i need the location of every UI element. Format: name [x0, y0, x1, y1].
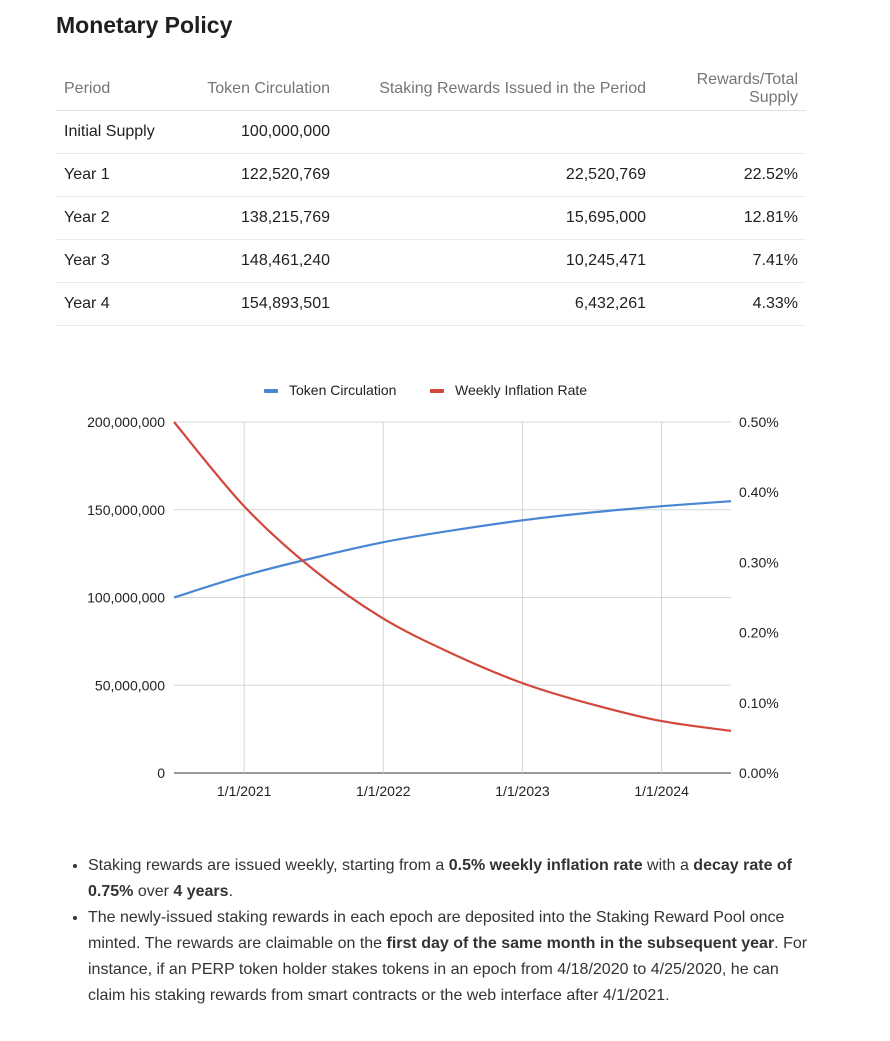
note-text: . For instance, if an PERP token holder …: [88, 935, 808, 1004]
table-cell: 154,893,501: [182, 282, 338, 326]
y-right-tick-label: 0.00%: [739, 765, 779, 781]
table-cell: 122,520,769: [182, 153, 338, 197]
x-tick-label: 1/1/2023: [495, 783, 550, 799]
column-header-period: Period: [56, 67, 182, 111]
table-cell: 4.33%: [654, 282, 806, 326]
table-cell: 7.41%: [654, 239, 806, 283]
note-text: Staking rewards are issued weekly, start…: [88, 857, 449, 874]
legend-swatch: [430, 389, 444, 393]
table-row: Year 1 122,520,769 22,520,769 22.52%: [56, 153, 806, 197]
table-cell: 138,215,769: [182, 196, 338, 240]
table-cell: 100,000,000: [182, 110, 338, 154]
note-text: over: [133, 883, 174, 900]
column-header-token-circulation: Token Circulation: [182, 67, 338, 111]
y-right-tick-label: 0.30%: [739, 554, 779, 570]
token-circulation-line: [173, 500, 732, 599]
table-row: Year 4 154,893,501 6,432,261 4.33%: [56, 282, 806, 326]
table-row: Initial Supply 100,000,000: [56, 110, 806, 154]
x-tick-label: 1/1/2021: [217, 783, 272, 799]
note-text: The newly-issued staking rewards in each…: [88, 909, 785, 952]
policy-notes-list: Staking rewards are issued weekly, start…: [68, 853, 813, 1009]
y-right-tick-label: 0.10%: [739, 695, 779, 711]
table-cell: 15,695,000: [338, 196, 654, 240]
note-item: The newly-issued staking rewards in each…: [88, 905, 813, 1009]
table-cell: Year 4: [56, 282, 182, 326]
table-cell: 22.52%: [654, 153, 806, 197]
column-header-rewards-ratio: Rewards/Total Supply: [654, 67, 806, 111]
table-row: Year 2 138,215,769 15,695,000 12.81%: [56, 196, 806, 240]
table-cell: Year 1: [56, 153, 182, 197]
x-tick-label: 1/1/2024: [634, 783, 689, 799]
y-left-tick-label: 50,000,000: [95, 677, 165, 693]
x-tick-label: 1/1/2022: [356, 783, 411, 799]
note-emphasis: first day of the same month in the subse…: [386, 935, 775, 952]
legend-label: Token Circulation: [289, 382, 396, 398]
y-left-tick-label: 100,000,000: [87, 590, 165, 606]
column-header-staking-rewards: Staking Rewards Issued in the Period: [338, 67, 654, 111]
note-text: with a: [642, 857, 694, 874]
token-circulation-chart: 0 50,000,000 100,000,000 150,000,000 200,000…: [87, 382, 779, 799]
table-cell: [654, 110, 806, 154]
table-cell: 12.81%: [654, 196, 806, 240]
y-left-tick-label: 0: [157, 765, 165, 781]
table-cell: 10,245,471: [338, 239, 654, 283]
note-emphasis: 0.5% weekly inflation rate: [448, 857, 643, 874]
table-cell: 148,461,240: [182, 239, 338, 283]
note-text: .: [228, 883, 234, 900]
y-left-tick-label: 150,000,000: [87, 502, 165, 518]
y-left-tick-label: 200,000,000: [87, 414, 165, 430]
table-cell: 6,432,261: [338, 282, 654, 326]
table-cell: [338, 110, 654, 154]
table-cell: 22,520,769: [338, 153, 654, 197]
table-cell: Initial Supply: [56, 110, 182, 154]
note-emphasis: 4 years: [173, 883, 229, 900]
y-right-tick-label: 0.40%: [739, 484, 779, 500]
note-emphasis: decay rate of 0.75%: [88, 857, 793, 900]
legend-label: Weekly Inflation Rate: [455, 382, 587, 398]
legend-swatch: [264, 389, 278, 393]
note-item: Staking rewards are issued weekly, start…: [88, 853, 813, 905]
y-right-tick-label: 0.50%: [739, 414, 779, 430]
table-header-row: Period Token Circulation Staking Rewards…: [56, 67, 806, 111]
y-right-tick-label: 0.20%: [739, 625, 779, 641]
page-title: Monetary Policy: [56, 12, 233, 38]
table-row: Year 3 148,461,240 10,245,471 7.41%: [56, 239, 806, 283]
weekly-inflation-rate-line: [173, 421, 732, 732]
monetary-policy-table: Period Token Circulation Staking Rewards…: [56, 67, 806, 326]
table-cell: Year 2: [56, 196, 182, 240]
table-cell: Year 3: [56, 239, 182, 283]
